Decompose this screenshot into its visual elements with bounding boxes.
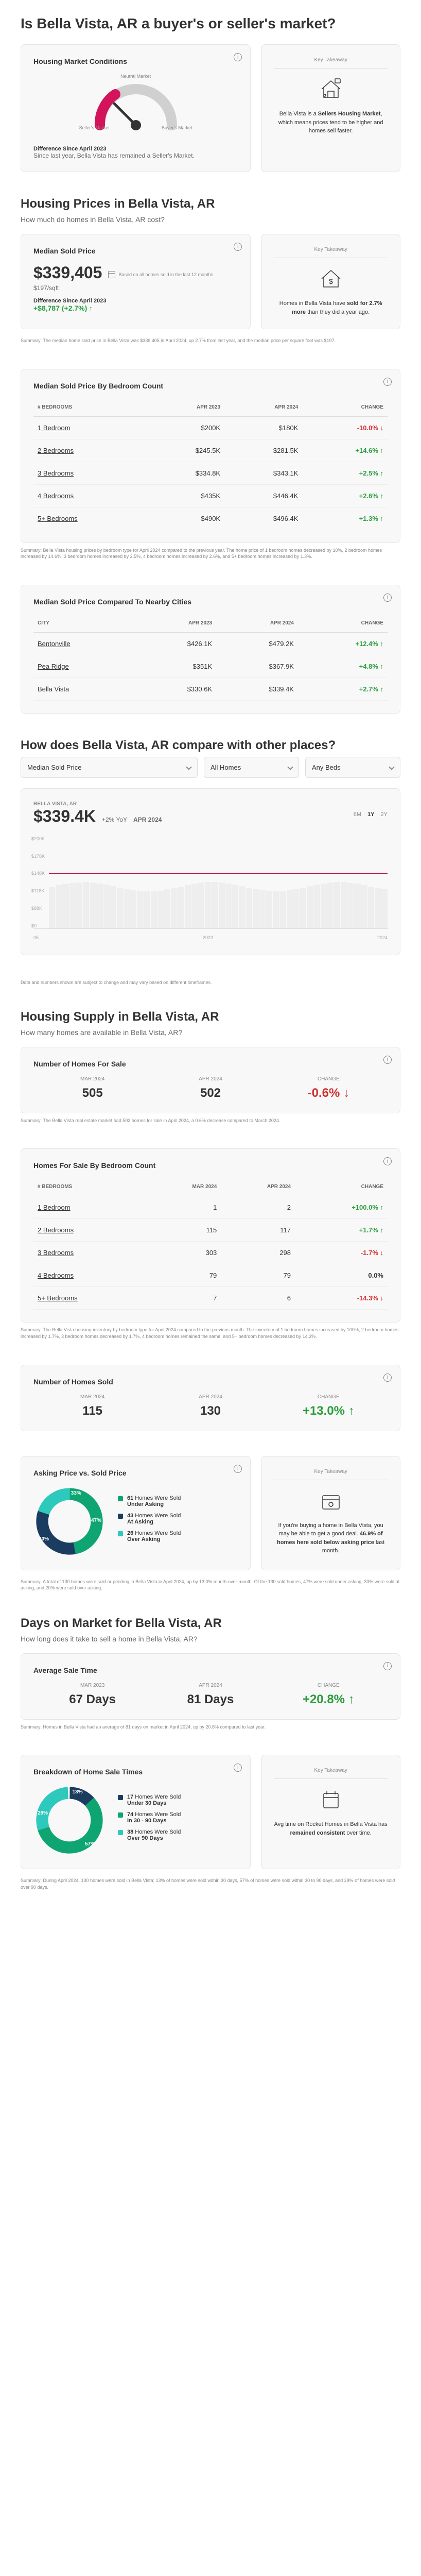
price-chart: $200K$178K$148K$118K$88K$0 — [33, 836, 388, 929]
days-heading: Days on Market for Bella Vista, AR — [21, 1616, 400, 1631]
market-takeaway-card: Key Takeaway Bella Vista is a Sellers Ho… — [261, 44, 400, 172]
info-icon[interactable]: i — [234, 53, 242, 61]
asking-donut-chart: 33% 20% 47% — [33, 1485, 106, 1557]
calendar-icon — [108, 271, 115, 278]
table-row[interactable]: 2 Bedrooms115117+1.7% ↑ — [33, 1219, 388, 1242]
table-row[interactable]: 3 Bedrooms303298-1.7% ↓ — [33, 1242, 388, 1264]
prices-heading: Housing Prices in Bella Vista, AR — [21, 197, 400, 211]
info-icon[interactable]: i — [383, 1056, 392, 1064]
asking-vs-sold-card: Asking Price vs. Sold Price i 33% 20% 47… — [21, 1456, 251, 1570]
info-icon[interactable]: i — [383, 1662, 392, 1670]
sale-bedroom-table: # BEDROOMSMAR 2024APR 2024CHANGE 1 Bedro… — [33, 1178, 388, 1310]
price-takeaway-card: Key Takeaway $ Homes in Bella Vista have… — [261, 234, 400, 329]
sale-times-donut: 13% 29% 57% — [33, 1784, 106, 1856]
deal-icon — [319, 1488, 343, 1513]
city-compare-table: CITYAPR 2023APR 2024CHANGE Bentonville$4… — [33, 614, 388, 701]
bedroom-price-card: Median Sold Price By Bedroom Count i # B… — [21, 369, 400, 543]
city-compare-card: Median Sold Price Compared To Nearby Cit… — [21, 585, 400, 714]
info-icon[interactable]: i — [234, 1465, 242, 1473]
info-icon[interactable]: i — [383, 378, 392, 386]
bedroom-price-table: # BEDROOMSAPR 2023APR 2024CHANGE 1 Bedro… — [33, 398, 388, 530]
table-row[interactable]: 1 Bedroom12+100.0% ↑ — [33, 1196, 388, 1219]
market-conditions-card: Housing Market Conditions i Neutral Mark… — [21, 44, 251, 172]
info-icon[interactable]: i — [383, 1374, 392, 1382]
asking-takeaway-text: If you're buying a home in Bella Vista, … — [274, 1521, 388, 1555]
time-range-toggle[interactable]: 6M1Y2Y — [354, 811, 388, 818]
info-icon[interactable]: i — [234, 1764, 242, 1772]
chevron-down-icon — [186, 765, 191, 770]
breakdown-takeaway-text: Avg time on Rocket Homes in Bella Vista … — [274, 1820, 388, 1837]
chevron-down-icon — [287, 765, 293, 770]
page-title: Is Bella Vista, AR a buyer's or seller's… — [21, 15, 400, 32]
svg-text:$: $ — [329, 277, 333, 285]
table-row[interactable]: 5+ Bedrooms76-14.3% ↓ — [33, 1287, 388, 1310]
avg-sale-time-card: Average Sale Time i MAR 202367 Days APR … — [21, 1653, 400, 1720]
filter-select[interactable]: Median Sold Price — [21, 757, 198, 778]
sale-times-card: Breakdown of Home Sale Times i 13% 29% 5… — [21, 1755, 251, 1869]
table-row[interactable]: 5+ Bedrooms$490K$496.4K+1.3% ↑ — [33, 507, 388, 530]
table-row[interactable]: Pea Ridge$351K$367.9K+4.8% ↑ — [33, 655, 388, 677]
homes-for-sale-card: Number of Homes For Sale i MAR 2024505 A… — [21, 1047, 400, 1113]
chevron-down-icon — [389, 765, 394, 770]
table-row[interactable]: 4 Bedrooms79790.0% — [33, 1264, 388, 1287]
table-row[interactable]: 2 Bedrooms$245.5K$281.5K+14.6% ↑ — [33, 439, 388, 462]
house-sale-icon — [319, 77, 343, 101]
market-takeaway-text: Bella Vista is a Sellers Housing Market,… — [274, 110, 388, 135]
median-price-value: $339,405 — [33, 263, 102, 282]
table-row[interactable]: 3 Bedrooms$334.8K$343.1K+2.5% ↑ — [33, 462, 388, 484]
homes-sold-card: Number of Homes Sold i MAR 2024115 APR 2… — [21, 1365, 400, 1431]
time-icon — [319, 1787, 343, 1812]
median-price-card: Median Sold Price i $339,405 Based on al… — [21, 234, 251, 329]
table-row[interactable]: 4 Bedrooms$435K$446.4K+2.6% ↑ — [33, 484, 388, 507]
filter-select[interactable]: Any Beds — [305, 757, 400, 778]
asking-takeaway-card: Key Takeaway If you're buying a home in … — [261, 1456, 400, 1570]
sale-bedroom-card: Homes For Sale By Bedroom Count i # BEDR… — [21, 1148, 400, 1323]
table-row[interactable]: Bentonville$426.1K$479.2K+12.4% ↑ — [33, 632, 388, 655]
market-conditions-title: Housing Market Conditions — [33, 57, 238, 65]
house-price-icon: $ — [319, 266, 343, 291]
table-row[interactable]: 1 Bedroom$200K$180K-10.0% ↓ — [33, 416, 388, 439]
table-row[interactable]: Bella Vista$330.6K$339.4K+2.7% ↑ — [33, 677, 388, 700]
compare-chart-card: BELLA VISTA, AR $339.4K +2% YoY APR 2024… — [21, 788, 400, 955]
info-icon[interactable]: i — [234, 243, 242, 251]
supply-heading: Housing Supply in Bella Vista, AR — [21, 1010, 400, 1024]
info-icon[interactable]: i — [383, 1157, 392, 1165]
market-gauge: Neutral Market Seller's Market Buyer's M… — [84, 74, 187, 135]
breakdown-takeaway-card: Key Takeaway Avg time on Rocket Homes in… — [261, 1755, 400, 1869]
compare-heading: How does Bella Vista, AR compare with ot… — [21, 738, 400, 753]
filter-select[interactable]: All Homes — [204, 757, 299, 778]
price-takeaway-text: Homes in Bella Vista have sold for 2.7% … — [274, 299, 388, 316]
info-icon[interactable]: i — [383, 594, 392, 602]
